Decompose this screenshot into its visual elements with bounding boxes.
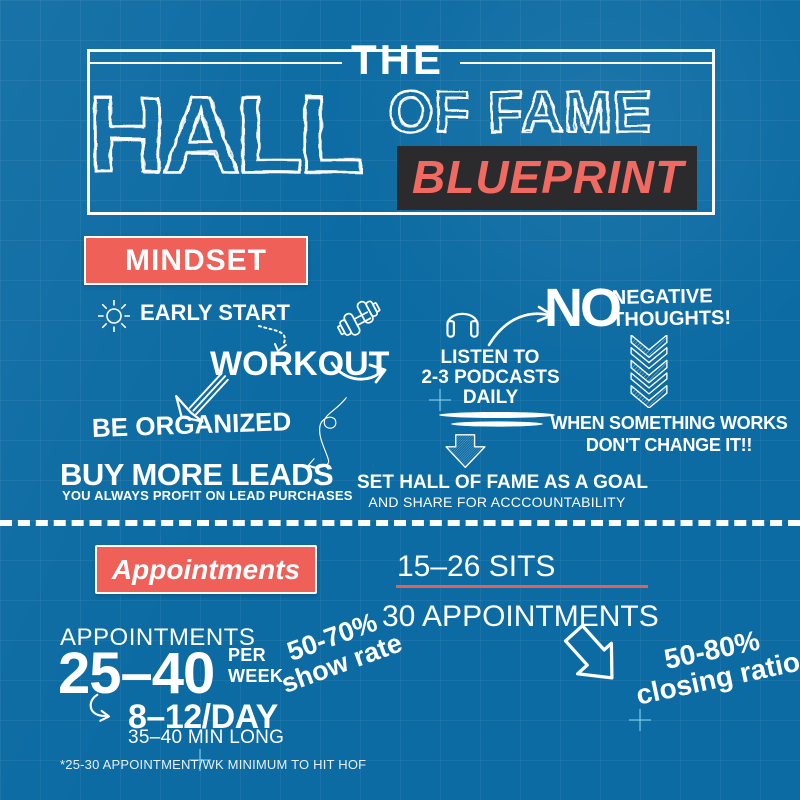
- svg-text:HALL: HALL: [88, 74, 361, 195]
- svg-text:OF FAME: OF FAME: [388, 80, 653, 145]
